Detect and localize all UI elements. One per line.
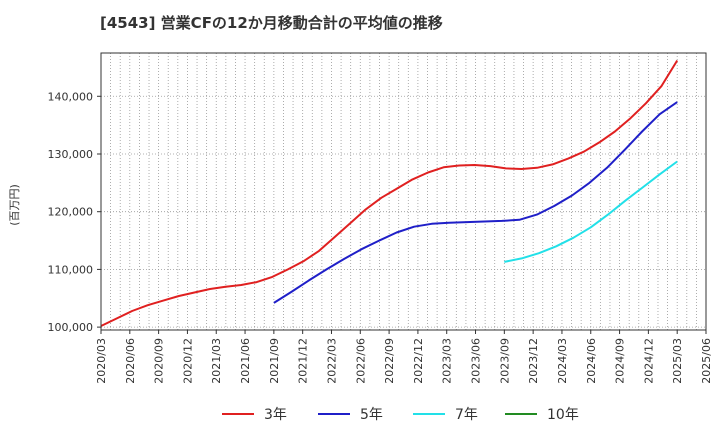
y-axis-ticks: 100,000 110,000 120,000 130,000 140,000 [48, 90, 101, 334]
legend-label: 10年 [547, 407, 579, 423]
series-line-3年 [100, 59, 679, 327]
x-tick-label: 2020/09 [153, 338, 166, 384]
legend-label: 7年 [455, 407, 478, 423]
plot-frame [100, 52, 707, 331]
legend-label: 3年 [264, 407, 287, 423]
y-tick-label: 100,000 [48, 321, 94, 334]
y-tick-label: 130,000 [48, 148, 94, 161]
x-tick-label: 2021/06 [239, 338, 252, 384]
x-tick-label: 2021/09 [268, 338, 281, 384]
x-tick-label: 2022/03 [325, 338, 338, 384]
x-tick-label: 2021/12 [297, 338, 310, 384]
x-tick-label: 2022/06 [354, 338, 367, 384]
x-tick-label: 2023/03 [441, 338, 454, 384]
series-line-5年 [273, 101, 678, 304]
y-tick-label: 110,000 [48, 263, 94, 276]
x-tick-label: 2021/03 [210, 338, 223, 384]
x-tick-label: 2024/12 [642, 338, 655, 384]
y-axis-label: (百万円) [8, 184, 21, 226]
legend-label: 5年 [360, 407, 383, 423]
x-tick-label: 2023/06 [470, 338, 483, 384]
legend: 3年 5年 7年 10年 [222, 407, 579, 423]
x-tick-label: 2024/09 [614, 338, 627, 384]
x-tick-label: 2024/03 [556, 338, 569, 384]
x-tick-label: 2022/09 [383, 338, 396, 384]
x-tick-label: 2020/03 [95, 338, 108, 384]
x-tick-label: 2023/12 [527, 338, 540, 384]
y-tick-label: 120,000 [48, 206, 94, 219]
x-tick-label: 2025/03 [671, 338, 684, 384]
x-tick-label: 2023/09 [498, 338, 511, 384]
series-lines [100, 59, 679, 327]
x-tick-label: 2022/12 [412, 338, 425, 384]
x-tick-label: 2020/06 [124, 338, 137, 384]
x-tick-label: 2020/12 [181, 338, 194, 384]
grid [100, 53, 707, 330]
x-tick-label: 2025/06 [700, 338, 713, 384]
y-tick-label: 140,000 [48, 90, 94, 103]
chart-title: [4543] 営業CFの12か月移動合計の平均値の推移 [100, 14, 443, 32]
x-tick-label: 2024/06 [585, 338, 598, 384]
series-line-7年 [504, 160, 678, 263]
x-axis-ticks: 2020/03 2020/06 2020/09 2020/12 2021/03 2021/… [95, 330, 713, 384]
